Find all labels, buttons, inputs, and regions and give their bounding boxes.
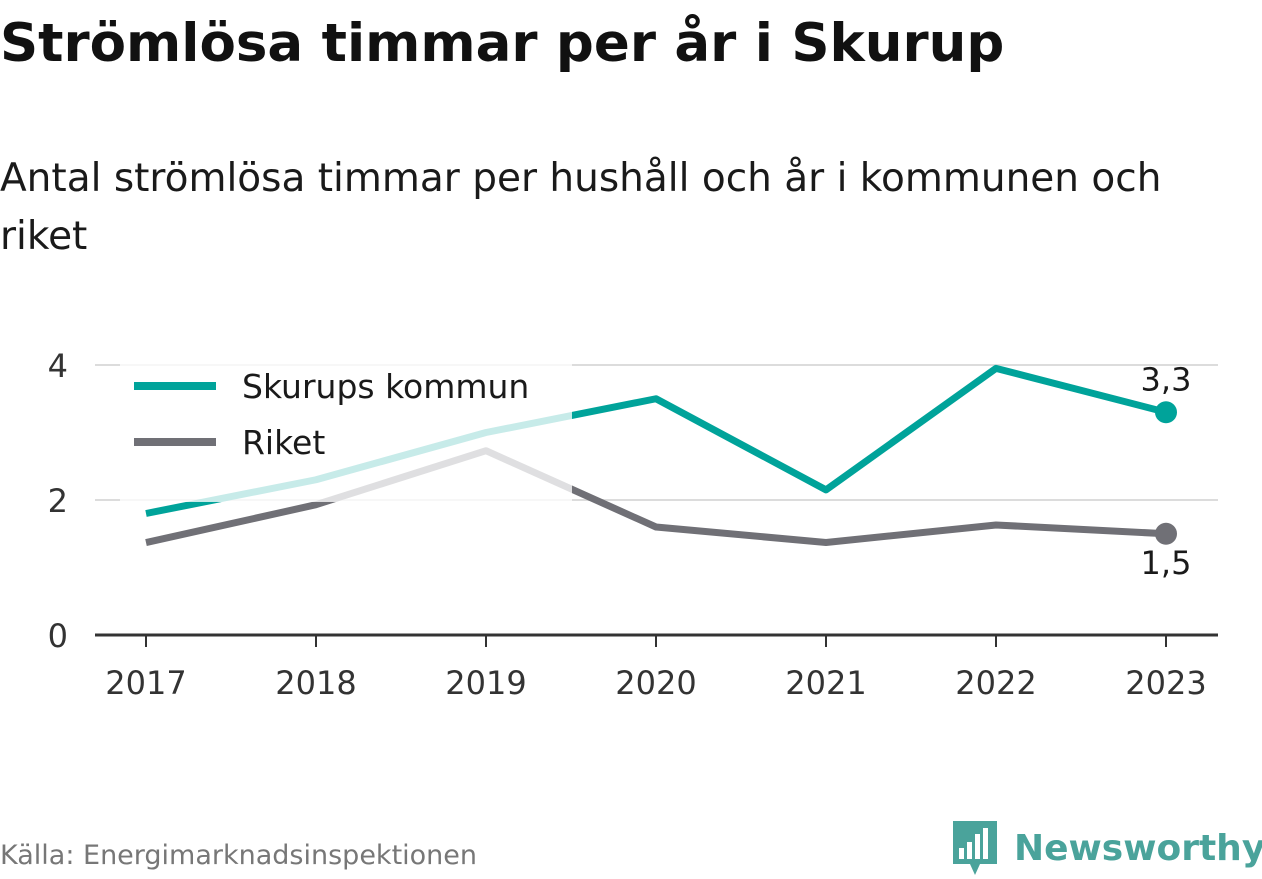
brand-name: Newsworthy	[1014, 827, 1262, 869]
x-tick-label-2017: 2017	[105, 664, 186, 702]
chart-title: Strömlösa timmar per år i Skurup	[0, 13, 1005, 74]
brand-logo[interactable]: Newsworthy	[950, 818, 1262, 878]
end-point-1	[1155, 522, 1177, 545]
x-tick-label-2019: 2019	[445, 664, 526, 702]
x-tick-label-2023: 2023	[1125, 664, 1206, 702]
line-chart: 0 2 4 2017 2018 2019 2020 2021 2022 2023 Skurups k…	[48, 347, 1218, 702]
y-tick-label-0: 0	[48, 617, 68, 655]
legend-box	[120, 352, 572, 502]
x-tick-label-2018: 2018	[275, 664, 356, 702]
chart-subtitle: Antal strömlösa timmar per hushåll och å…	[0, 156, 1162, 259]
y-tick-label-2: 2	[48, 482, 68, 520]
end-point-0	[1155, 401, 1177, 424]
bar-chart-speech-bubble-icon	[953, 821, 997, 875]
legend-label-0: Skurups kommun	[242, 367, 529, 406]
end-label-0: 3,3	[1141, 360, 1192, 398]
y-tick-label-4: 4	[48, 347, 68, 385]
x-tick-label-2022: 2022	[955, 664, 1036, 702]
series-line-1	[145, 447, 1167, 547]
x-tick-label-2020: 2020	[615, 664, 696, 702]
x-tick-label-2021: 2021	[785, 664, 866, 702]
source-note: Källa: Energimarknadsinspektionen	[0, 840, 478, 871]
legend-label-1: Riket	[242, 423, 325, 462]
end-label-1: 1,5	[1141, 544, 1192, 582]
